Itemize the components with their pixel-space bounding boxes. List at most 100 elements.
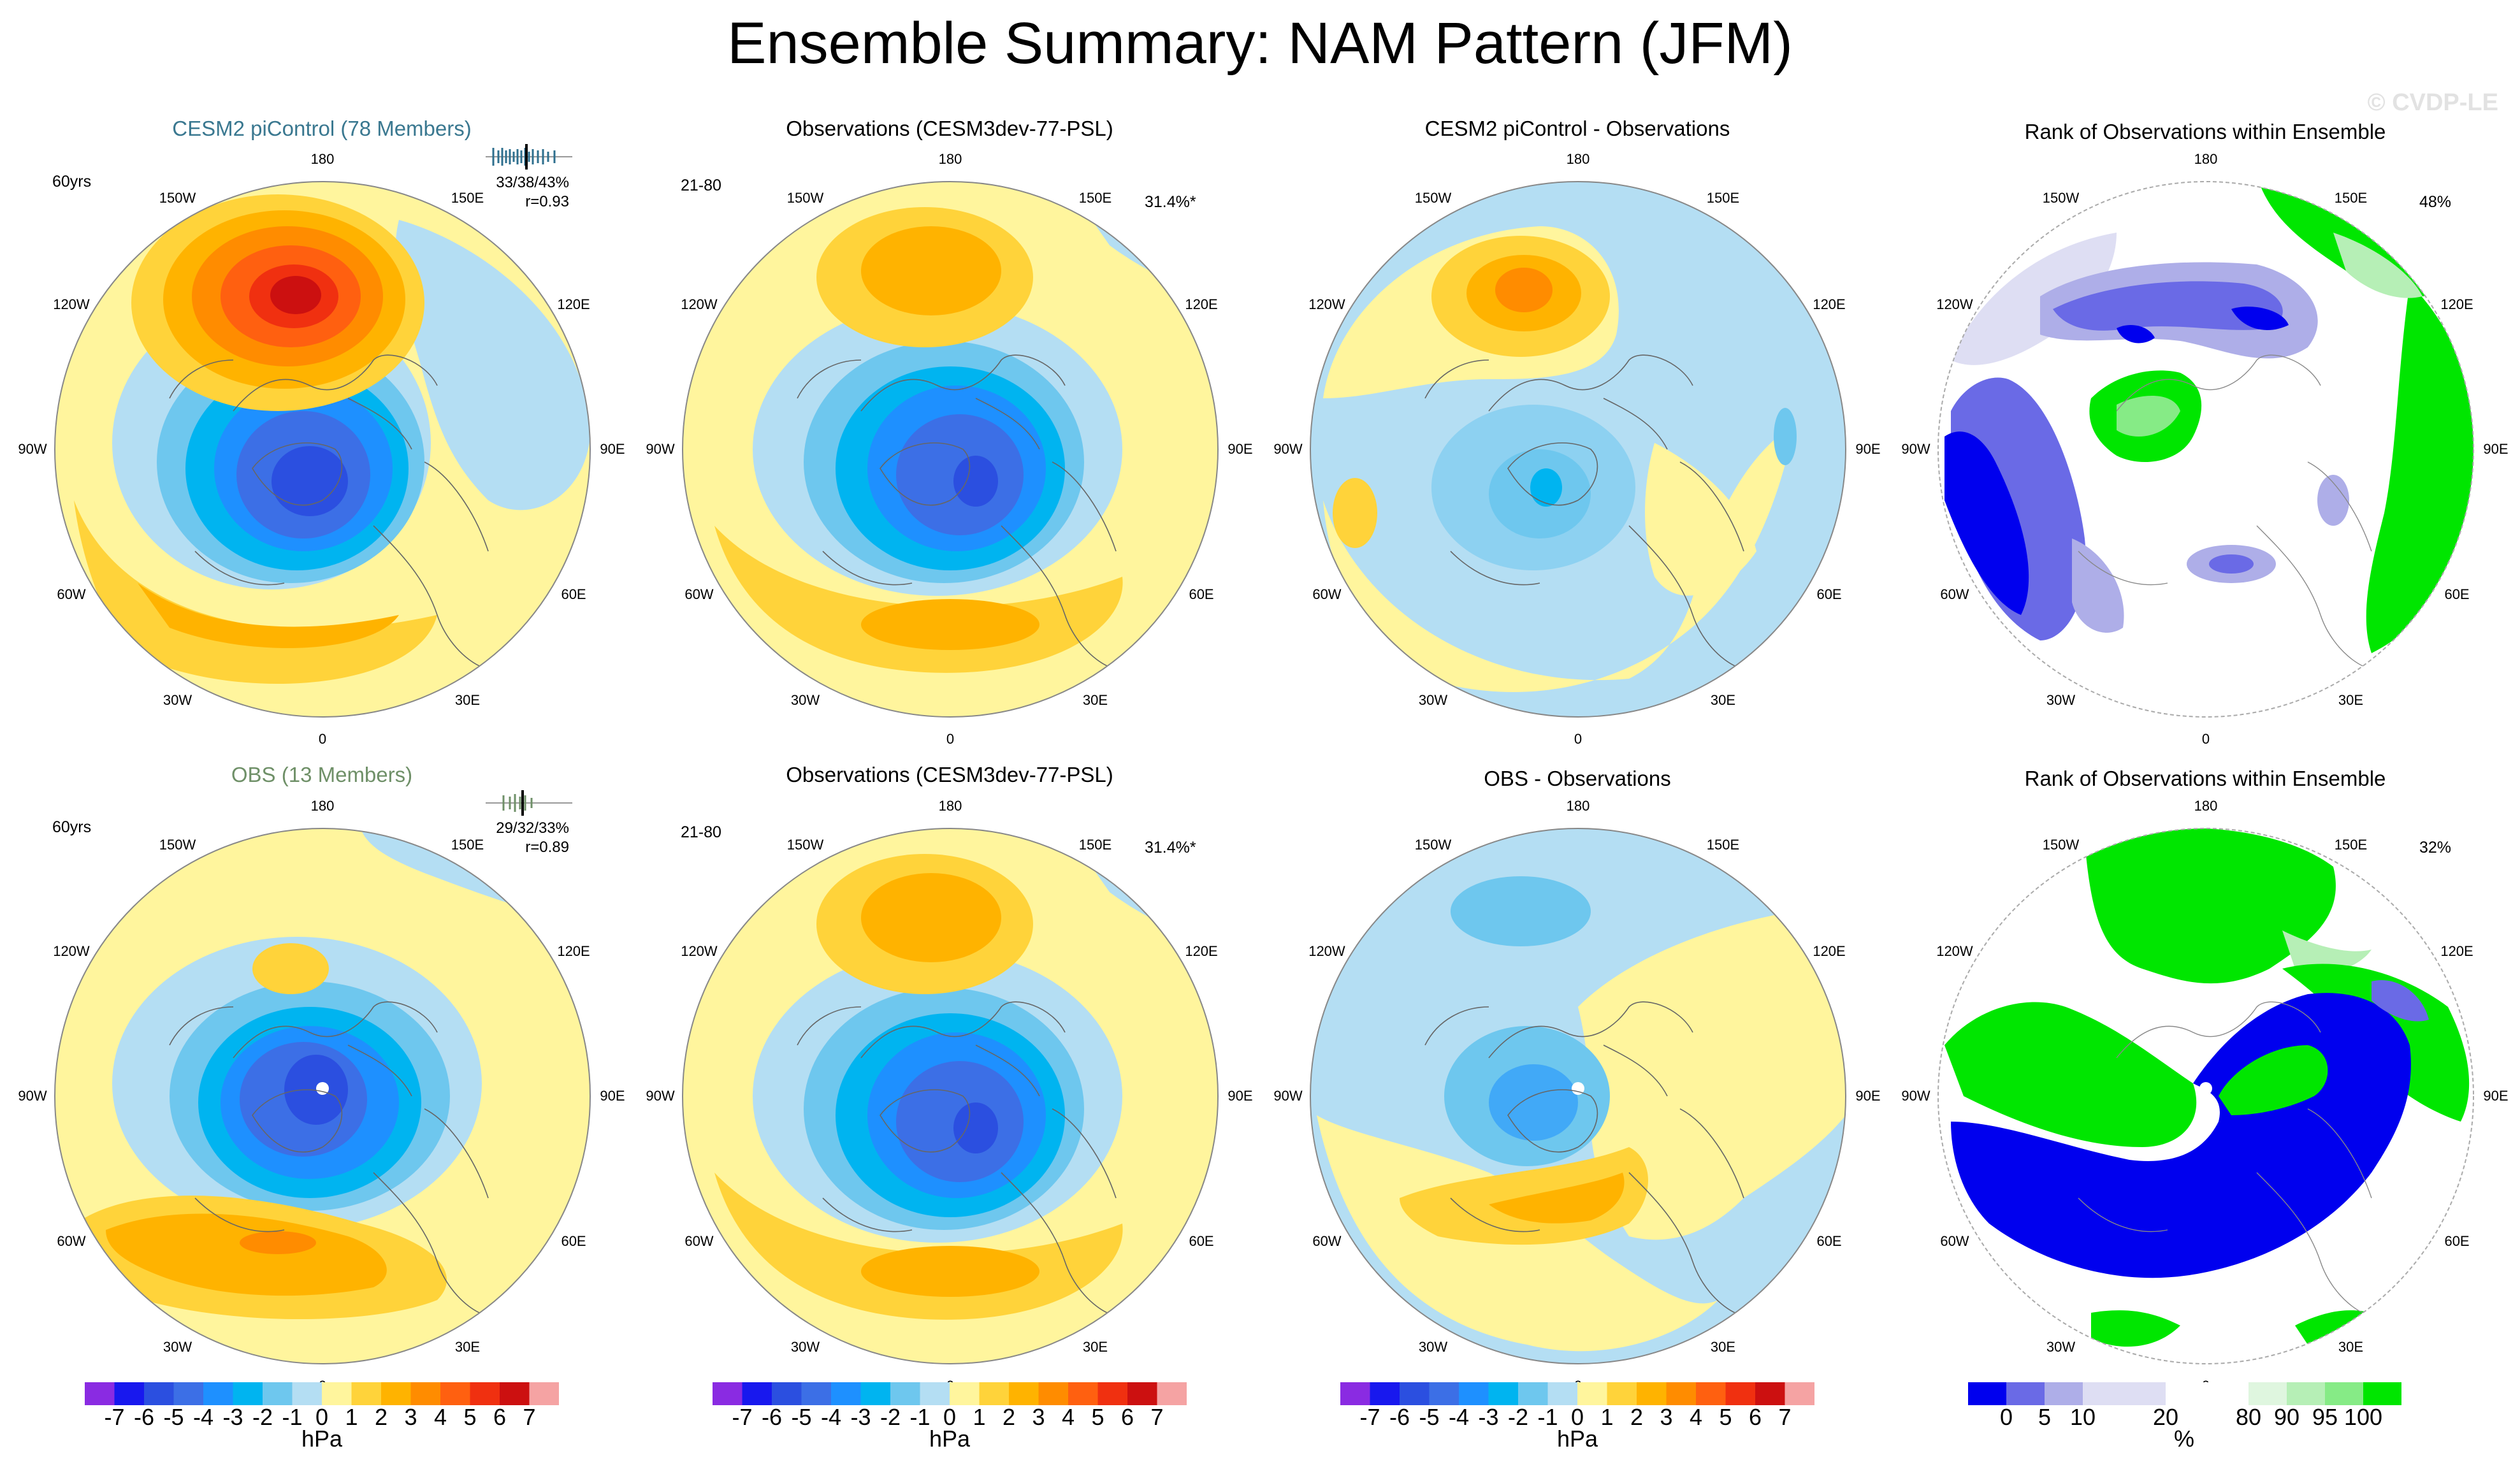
colorbar-swatch [1637,1382,1667,1405]
longitude-label: 60W [1940,1232,1969,1249]
longitude-label: 60W [1940,586,1969,602]
colorbar-tick-label: -6 [761,1404,783,1430]
longitude-label: 120E [1185,943,1218,959]
colorbar-swatch [1488,1382,1518,1405]
colorbar-swatch [742,1382,772,1405]
member-spread-strip [486,790,572,816]
colorbar-tick-label: -5 [1419,1404,1440,1430]
map-observations-top [670,169,1231,730]
colorbar-tick-label: -2 [252,1404,273,1430]
longitude-label: 30W [2046,1339,2076,1355]
longitude-label: 120W [681,296,718,312]
colorbar-tick-label: -1 [282,1404,303,1430]
colorbar-tick-label: 90 [2273,1404,2300,1430]
longitude-label: 60E [1189,1232,1214,1249]
colorbar-swatch [2363,1382,2401,1405]
longitude-label: 90E [600,441,625,457]
longitude-label: 30E [454,692,481,709]
colorbar-swatch [500,1382,530,1405]
longitude-label: 120W [53,943,90,959]
longitude-label: 180 [2194,798,2218,814]
colorbar-tick-label: -3 [222,1404,243,1430]
stats-label: 29/32/33% [496,820,569,837]
colorbar-tick-label: 3 [1032,1404,1045,1430]
colorbar-swatch [1577,1382,1607,1405]
longitude-label: 120E [557,296,590,312]
colorbar-tick-label: -3 [1478,1404,1499,1430]
colorbar-tick-label: -7 [1359,1404,1380,1430]
longitude-label: 150W [159,836,196,853]
colorbar-swatch [831,1382,861,1405]
longitude-label: 0 [1574,731,1582,747]
longitude-label: 180 [1566,151,1590,167]
colorbar-swatch [950,1382,980,1405]
colorbar-swatch [890,1382,920,1405]
colorbar-swatch [1459,1382,1489,1405]
longitude-label: 60W [57,586,86,602]
colorbar-swatch [1607,1382,1637,1405]
longitude-label: 90W [646,1088,675,1104]
colorbar-tick-label: 1 [345,1404,358,1430]
colorbar-tick-label: -2 [1507,1404,1529,1430]
colorbar-unit: % [2173,1426,2195,1452]
colorbar-swatch [1157,1382,1187,1405]
longitude-label: 120E [557,943,590,959]
longitude-label: 120W [1936,296,1973,312]
colorbar-swatch [233,1382,263,1405]
map-cesm2-minus-observations [1298,169,1858,730]
longitude-label: 30E [1710,1339,1736,1355]
colorbar-swatch [2083,1382,2166,1405]
longitude-label: 120E [1813,296,1846,312]
colorbar-swatch [292,1382,322,1405]
colorbar-swatch [1696,1382,1726,1405]
panel-title-diff-top: CESM2 piControl - Observations [1424,117,1730,140]
variance-percent: 31.4%* [1145,839,1196,856]
colorbar-tick-label: 5 [1719,1404,1732,1430]
longitude-label: 30E [2338,1339,2364,1355]
longitude-label: 120E [2440,943,2473,959]
colorbar-tick-label: -1 [1537,1404,1558,1430]
longitude-label: 120E [2440,296,2473,312]
colorbar-swatch [772,1382,802,1405]
colorbar-tick-label: 7 [1150,1404,1164,1430]
colorbar-swatch [2006,1382,2045,1405]
longitude-label: 0 [946,731,955,747]
colorbar-unit: hPa [1556,1426,1598,1452]
panel-title-obs-ensemble: OBS (13 Members) [231,763,413,786]
colorbar-tick-label: 4 [1061,1404,1075,1430]
colorbar-swatch [351,1382,381,1405]
longitude-label: 90W [18,1088,47,1104]
colorbar-tick-label: 6 [493,1404,507,1430]
colorbar-swatch [440,1382,470,1405]
longitude-label: 150E [451,189,484,206]
colorbar-swatch [1097,1382,1127,1405]
longitude-label: 30E [2338,692,2364,709]
watermark: © CVDP-LE [2367,89,2498,116]
colorbar-swatch [203,1382,233,1405]
years-label: 60yrs [52,818,92,836]
colorbar-swatch [860,1382,890,1405]
longitude-label: 90E [600,1088,625,1104]
colorbar-tick-label: 7 [523,1404,536,1430]
longitude-label: 30W [163,692,192,709]
longitude-label: 0 [2201,731,2210,747]
colorbar-swatch [410,1382,440,1405]
colorbar-tick-label: -6 [133,1404,155,1430]
longitude-label: 150E [1706,189,1740,206]
colorbar-tick-label: 6 [1748,1404,1762,1430]
longitude-label: 90W [1901,441,1930,457]
colorbar-swatch [713,1382,742,1405]
colorbar-tick-label: -7 [104,1404,125,1430]
colorbar-tick-label: 95 [2312,1404,2338,1430]
longitude-label: 90W [1273,441,1303,457]
colorbar-swatch [2248,1382,2287,1405]
page-title: Ensemble Summary: NAM Pattern (JFM) [727,11,1793,76]
colorbar-swatch [920,1382,950,1405]
longitude-label: 90W [1901,1088,1930,1104]
longitude-label: 180 [1566,798,1590,814]
longitude-label: 120W [1308,943,1345,959]
longitude-label: 90W [646,441,675,457]
longitude-label: 60E [2444,586,2470,602]
longitude-label: 120E [1185,296,1218,312]
longitude-label: 150E [2334,189,2368,206]
